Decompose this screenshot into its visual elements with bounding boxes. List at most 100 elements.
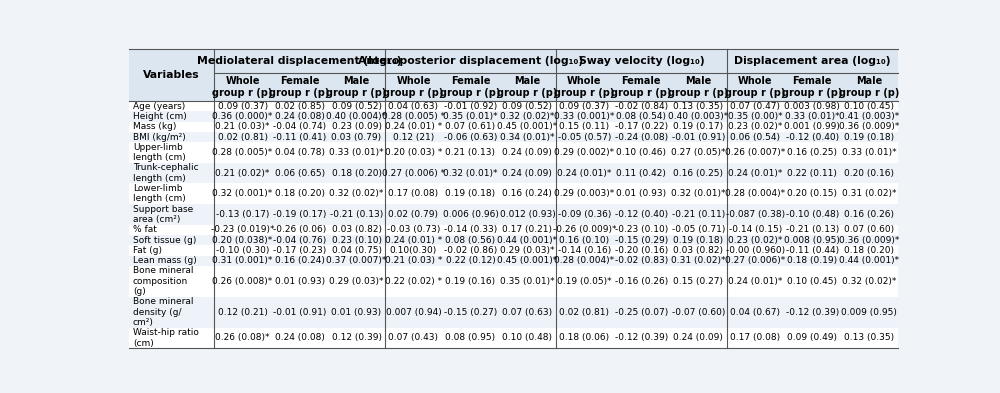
Bar — [129, 225, 898, 235]
Bar — [129, 111, 898, 122]
Text: 0.11 (0.42): 0.11 (0.42) — [616, 169, 666, 178]
Text: 0.07 (0.63): 0.07 (0.63) — [502, 308, 552, 317]
Text: -0.12 (0.40): -0.12 (0.40) — [615, 210, 668, 219]
Text: Trunk-cephalic
length (cm): Trunk-cephalic length (cm) — [133, 163, 198, 183]
Text: 0.21 (0.03)*: 0.21 (0.03)* — [215, 122, 270, 131]
Text: 0.16 (0.10): 0.16 (0.10) — [559, 235, 609, 244]
Text: Fat (g): Fat (g) — [133, 246, 162, 255]
Text: 0.04 (0.75): 0.04 (0.75) — [332, 246, 382, 255]
Text: Mediolateral displacement (log₁₀): Mediolateral displacement (log₁₀) — [197, 56, 402, 66]
Text: -0.01 (0.91): -0.01 (0.91) — [672, 132, 725, 141]
Text: -0.087 (0.38): -0.087 (0.38) — [726, 210, 785, 219]
Text: Lean mass (g): Lean mass (g) — [133, 256, 196, 265]
Text: 0.24 (0.09): 0.24 (0.09) — [502, 148, 552, 157]
Text: 0.40 (0.004)*: 0.40 (0.004)* — [326, 112, 387, 121]
Text: -0.14 (0.16): -0.14 (0.16) — [558, 246, 611, 255]
Text: 0.04 (0.67): 0.04 (0.67) — [730, 308, 780, 317]
Text: Male
group r (p): Male group r (p) — [839, 76, 899, 98]
Text: 0.20 (0.03) *: 0.20 (0.03) * — [385, 148, 442, 157]
Text: Upper-limb
length (cm): Upper-limb length (cm) — [133, 143, 186, 162]
Text: 0.16 (0.24): 0.16 (0.24) — [275, 256, 325, 265]
Text: 0.09 (0.37): 0.09 (0.37) — [218, 102, 268, 111]
Text: 0.28 (0.005) *: 0.28 (0.005) * — [382, 112, 445, 121]
Text: -0.17 (0.23): -0.17 (0.23) — [273, 246, 326, 255]
Text: 0.40 (0.003)*: 0.40 (0.003)* — [668, 112, 728, 121]
Text: -0.21 (0.13): -0.21 (0.13) — [330, 210, 383, 219]
Text: Male
group r (p): Male group r (p) — [497, 76, 558, 98]
Text: 0.24 (0.01)*: 0.24 (0.01)* — [728, 169, 782, 178]
Text: -0.14 (0.33): -0.14 (0.33) — [444, 225, 497, 234]
Text: 0.06 (0.54): 0.06 (0.54) — [730, 132, 780, 141]
Text: 0.19 (0.17): 0.19 (0.17) — [673, 122, 723, 131]
Text: Whole
group r (p): Whole group r (p) — [212, 76, 273, 98]
Text: 0.24 (0.08): 0.24 (0.08) — [275, 333, 325, 342]
Text: 0.22 (0.02) *: 0.22 (0.02) * — [385, 277, 442, 286]
Text: 0.32 (0.02)*: 0.32 (0.02)* — [500, 112, 555, 121]
Text: Male
group r (p): Male group r (p) — [668, 76, 728, 98]
Text: -0.20 (0.16): -0.20 (0.16) — [615, 246, 668, 255]
Text: 0.33 (0.01)*: 0.33 (0.01)* — [329, 148, 384, 157]
Text: 0.24 (0.01)*: 0.24 (0.01)* — [728, 277, 782, 286]
Text: -0.05 (0.57): -0.05 (0.57) — [558, 132, 611, 141]
Text: 0.21 (0.13): 0.21 (0.13) — [445, 148, 495, 157]
Text: Variables: Variables — [143, 70, 200, 80]
Text: 0.03 (0.82): 0.03 (0.82) — [332, 225, 382, 234]
Text: 0.17 (0.08): 0.17 (0.08) — [388, 189, 439, 198]
Text: 0.07 (0.61): 0.07 (0.61) — [445, 122, 496, 131]
Text: 0.23 (0.02)*: 0.23 (0.02)* — [728, 235, 782, 244]
Text: 0.09 (0.49): 0.09 (0.49) — [787, 333, 837, 342]
Text: 0.18 (0.20): 0.18 (0.20) — [275, 189, 325, 198]
Text: 0.008 (0.95): 0.008 (0.95) — [784, 235, 840, 244]
Text: 0.21 (0.02)*: 0.21 (0.02)* — [215, 169, 270, 178]
Text: 0.31 (0.001)*: 0.31 (0.001)* — [212, 256, 273, 265]
Bar — [129, 266, 898, 297]
Text: 0.27 (0.006) *: 0.27 (0.006) * — [382, 169, 445, 178]
Text: 0.13 (0.35): 0.13 (0.35) — [673, 102, 723, 111]
Text: Anteroposterior displacement (log₁₀): Anteroposterior displacement (log₁₀) — [358, 56, 583, 66]
Bar — [129, 297, 898, 328]
Text: 0.31 (0.02)*: 0.31 (0.02)* — [842, 189, 896, 198]
Text: 0.18 (0.20): 0.18 (0.20) — [332, 169, 382, 178]
Text: -0.17 (0.22): -0.17 (0.22) — [615, 122, 668, 131]
Text: 0.12 (21): 0.12 (21) — [393, 132, 434, 141]
Text: 0.10 (0.48): 0.10 (0.48) — [502, 333, 552, 342]
Text: 0.012 (0.93): 0.012 (0.93) — [500, 210, 555, 219]
Text: 0.19 (0.05)*: 0.19 (0.05)* — [557, 277, 612, 286]
Text: 0.32 (0.01)*: 0.32 (0.01)* — [443, 169, 498, 178]
Text: 0.16 (0.25): 0.16 (0.25) — [673, 169, 723, 178]
Text: Male
group r (p): Male group r (p) — [326, 76, 387, 98]
Text: -0.04 (0.76): -0.04 (0.76) — [273, 235, 326, 244]
Text: % fat: % fat — [133, 225, 157, 234]
Bar — [129, 235, 898, 245]
Text: 0.02 (0.79): 0.02 (0.79) — [388, 210, 438, 219]
Text: -0.26 (0.009)*: -0.26 (0.009)* — [553, 225, 616, 234]
Text: Support base
area (cm²): Support base area (cm²) — [133, 205, 193, 224]
Text: 0.35 (0.01)*: 0.35 (0.01)* — [443, 112, 498, 121]
Text: -0.12 (0.40): -0.12 (0.40) — [786, 132, 839, 141]
Text: Whole
group r (p): Whole group r (p) — [725, 76, 785, 98]
Text: 0.35 (0.00)*: 0.35 (0.00)* — [728, 112, 783, 121]
Text: -0.00 (0.960): -0.00 (0.960) — [726, 246, 785, 255]
Text: 0.33 (0.001)*: 0.33 (0.001)* — [554, 112, 615, 121]
Text: 0.24 (0.01) *: 0.24 (0.01) * — [385, 122, 442, 131]
Text: -0.23 (0.10): -0.23 (0.10) — [615, 225, 668, 234]
Text: -0.09 (0.36): -0.09 (0.36) — [558, 210, 611, 219]
Text: -0.05 (0.71): -0.05 (0.71) — [672, 225, 725, 234]
Text: 0.20 (0.038)*: 0.20 (0.038)* — [212, 235, 273, 244]
Text: -0.24 (0.08): -0.24 (0.08) — [615, 132, 668, 141]
Text: 0.15 (0.11): 0.15 (0.11) — [559, 122, 609, 131]
Text: Bone mineral
composition
(g): Bone mineral composition (g) — [133, 266, 193, 296]
Text: -0.03 (0.73): -0.03 (0.73) — [387, 225, 440, 234]
Text: 0.19 (0.16): 0.19 (0.16) — [445, 277, 496, 286]
Text: 0.01 (0.93): 0.01 (0.93) — [331, 308, 382, 317]
Text: 0.32 (0.02)*: 0.32 (0.02)* — [842, 277, 896, 286]
Text: -0.16 (0.26): -0.16 (0.26) — [615, 277, 668, 286]
Text: 0.16 (0.25): 0.16 (0.25) — [787, 148, 837, 157]
Text: 0.29 (0.002)*: 0.29 (0.002)* — [554, 148, 614, 157]
Text: -0.14 (0.15): -0.14 (0.15) — [729, 225, 782, 234]
Text: 0.03 (0.82): 0.03 (0.82) — [673, 246, 723, 255]
Text: Sway velocity (log₁₀): Sway velocity (log₁₀) — [579, 56, 704, 66]
Text: -0.25 (0.07): -0.25 (0.07) — [615, 308, 668, 317]
Text: 0.18 (0.20): 0.18 (0.20) — [844, 246, 894, 255]
Text: 0.29 (0.03)*: 0.29 (0.03)* — [500, 246, 555, 255]
